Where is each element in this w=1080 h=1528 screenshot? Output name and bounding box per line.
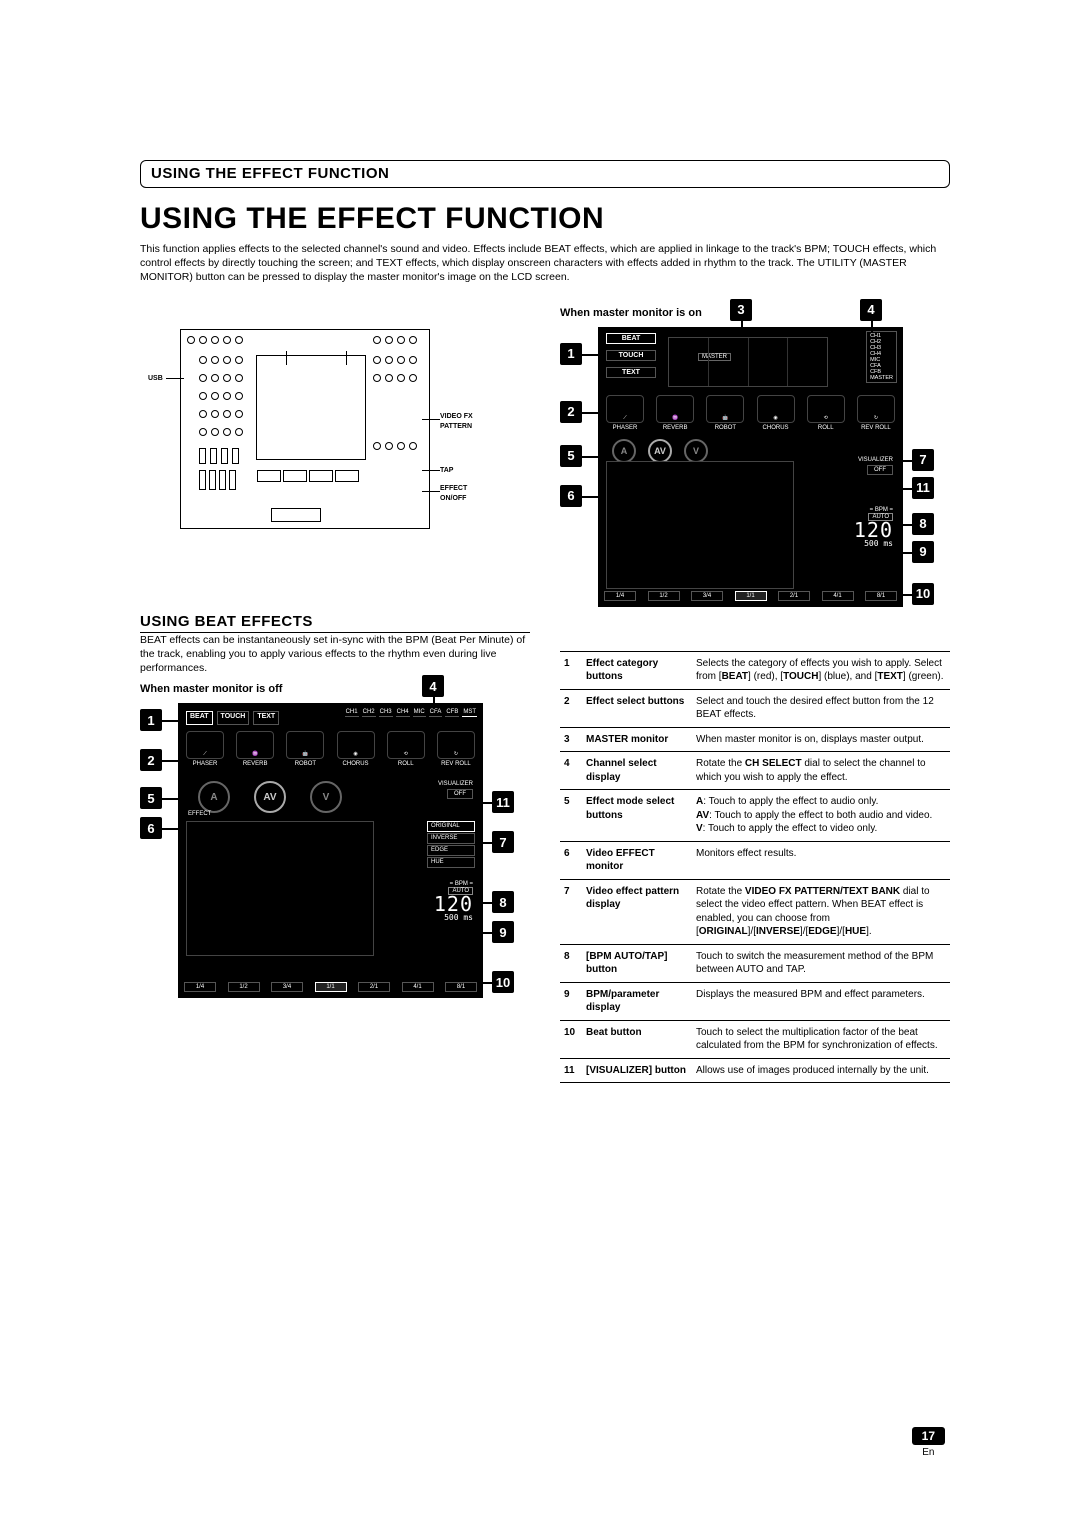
table-row: 11[VISUALIZER] buttonAllows use of image…	[560, 1058, 950, 1083]
diagram-label-videofx: VIDEO FX	[440, 413, 473, 420]
sub-off: When master monitor is off	[140, 683, 530, 695]
table-row: 8[BPM AUTO/TAP] buttonTouch to switch th…	[560, 944, 950, 982]
callout-9b: 9	[912, 541, 934, 563]
callout-7b: 7	[912, 449, 934, 471]
callout-10b: 10	[912, 583, 934, 605]
section-header: USING THE EFFECT FUNCTION	[140, 160, 950, 188]
callout-4b: 4	[860, 299, 882, 321]
fx-label-row: PHASERREVERBROBOTCHORUSROLLREV ROLL	[186, 761, 475, 767]
screen-off-wrap: BEAT TOUCH TEXT CH1CH2CH3CH4MICCFACFBMST…	[140, 703, 520, 998]
table-row: 10Beat buttonTouch to select the multipl…	[560, 1020, 950, 1058]
table-row: 2Effect select buttonsSelect and touch t…	[560, 689, 950, 727]
diagram-label-pattern: PATTERN	[440, 423, 472, 430]
right-column: When master monitor is on BEAT TOUCH TEX…	[560, 299, 950, 1084]
fx-icon-row-2: ⟋♒🤖◉⟲↻	[606, 395, 895, 423]
callout-6: 6	[140, 817, 162, 839]
mode-circles: A AV V	[198, 781, 342, 813]
tab-text-2: TEXT	[606, 367, 656, 378]
callout-5b: 5	[560, 445, 582, 467]
callout-11b: 11	[912, 477, 934, 499]
callout-6b: 6	[560, 485, 582, 507]
visualizer-label: VISUALIZER OFF	[438, 781, 473, 799]
table-row: 7Video effect pattern displayRotate the …	[560, 879, 950, 944]
effect-monitor-area	[186, 821, 374, 956]
tab-touch: TOUCH	[217, 711, 250, 725]
beat-section-desc: BEAT effects can be instantaneously set …	[140, 633, 530, 676]
diagram-label-effect: EFFECT	[440, 485, 467, 492]
callout-5: 5	[140, 787, 162, 809]
bpm-block: = BPM = AUTO 120 500 ms	[434, 881, 473, 922]
page-number: 17 En	[912, 1427, 945, 1458]
reference-table: 1Effect category buttonsSelects the cate…	[560, 651, 950, 1084]
channel-stack: CH1CH2CH3CH4MICCFACFBMASTER	[866, 331, 897, 383]
mixer-diagram	[180, 329, 430, 529]
callout-8b: 8	[912, 513, 934, 535]
table-row: 6Video EFFECT monitorMonitors effect res…	[560, 841, 950, 879]
header-text: USING THE EFFECT FUNCTION	[151, 165, 389, 182]
tab-beat: BEAT	[186, 711, 213, 725]
callout-1b: 1	[560, 343, 582, 365]
beat-buttons: 1/41/23/41/12/14/18/1	[184, 982, 477, 992]
pattern-options: ORIGINAL INVERSE EDGE HUE	[427, 821, 475, 869]
page-title: USING THE EFFECT FUNCTION	[140, 202, 950, 236]
lcd-screen-off: BEAT TOUCH TEXT CH1CH2CH3CH4MICCFACFBMST…	[178, 703, 483, 998]
callout-1: 1	[140, 709, 162, 731]
callout-8: 8	[492, 891, 514, 913]
sub-on: When master monitor is on	[560, 307, 950, 319]
mode-circles-2: A AV V	[612, 439, 708, 463]
callout-4: 4	[422, 675, 444, 697]
beat-section-title: USING BEAT EFFECTS	[140, 613, 530, 633]
table-row: 5Effect mode select buttonsA: Touch to a…	[560, 790, 950, 842]
callout-10: 10	[492, 971, 514, 993]
callout-2: 2	[140, 749, 162, 771]
table-row: 4Channel select displayRotate the CH SEL…	[560, 752, 950, 790]
diagram-label-usb: USB	[148, 375, 163, 382]
tab-beat-2: BEAT	[606, 333, 656, 344]
screen-on-wrap: BEAT TOUCH TEXT MASTER CH1CH2CH3CH4MICCF…	[560, 327, 940, 637]
effect-monitor-2	[606, 461, 794, 589]
tab-touch-2: TOUCH	[606, 350, 656, 361]
diagram-label-tap: TAP	[440, 467, 453, 474]
lcd-screen-on: BEAT TOUCH TEXT MASTER CH1CH2CH3CH4MICCF…	[598, 327, 903, 607]
channel-list: CH1CH2CH3CH4MICCFACFBMST	[345, 709, 477, 717]
table-row: 9BPM/parameter displayDisplays the measu…	[560, 982, 950, 1020]
tab-text: TEXT	[253, 711, 279, 725]
callout-7: 7	[492, 831, 514, 853]
visualizer-label-2: VISUALIZER OFF	[858, 457, 893, 475]
table-row: 3MASTER monitorWhen master monitor is on…	[560, 727, 950, 752]
callout-11: 11	[492, 791, 514, 813]
callout-2b: 2	[560, 401, 582, 423]
effect-area-label: EFFECT	[188, 811, 211, 817]
callout-3b: 3	[730, 299, 752, 321]
beat-buttons-2: 1/41/23/41/12/14/18/1	[604, 591, 897, 601]
intro-text: This function applies effects to the sel…	[140, 242, 950, 285]
diagram-label-onoff: ON/OFF	[440, 495, 466, 502]
fx-icon-row: ⟋♒🤖◉⟲↻	[186, 731, 475, 759]
fx-label-row-2: PHASERREVERBROBOTCHORUSROLLREV ROLL	[606, 425, 895, 431]
table-row: 1Effect category buttonsSelects the cate…	[560, 651, 950, 689]
bpm-block-2: = BPM = AUTO 120 500 ms	[854, 507, 893, 548]
left-column: UTILITY (MASTER MONITOR) CH SELECT USB V…	[140, 299, 530, 1084]
callout-9: 9	[492, 921, 514, 943]
